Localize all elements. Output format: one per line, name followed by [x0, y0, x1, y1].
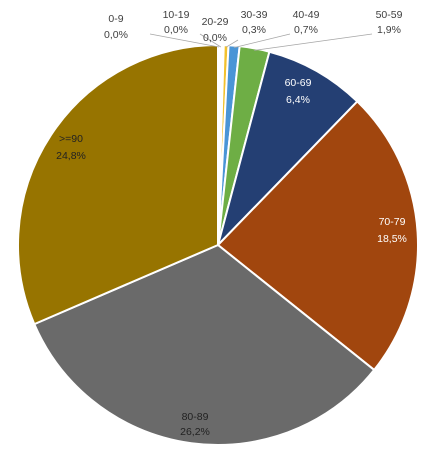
slice-category-label: >=90 [59, 133, 83, 145]
leader-line-40-49 [233, 33, 291, 49]
slice-category-label: 80-89 [182, 411, 209, 423]
pie-slice-60-69 [217, 50, 359, 246]
slice-category-label: 60-69 [285, 77, 312, 89]
slice-percent-label: 0,0% [164, 24, 188, 36]
slice-percent-label: 18,5% [377, 233, 407, 245]
leader-line-10-19 [199, 33, 222, 48]
slice-category-label: 30-39 [241, 9, 268, 21]
leader-line-50-59 [254, 33, 373, 51]
slice-percent-label: 0,7% [294, 24, 318, 36]
slice-category-label: 20-29 [202, 16, 229, 28]
leader-lines [149, 33, 373, 51]
slice-category-label: 40-49 [293, 9, 320, 21]
leader-line-30-39 [225, 39, 239, 48]
slice-category-label: 50-59 [376, 9, 403, 21]
slice-percent-label: 6,4% [286, 94, 310, 106]
pie-slice-70-79 [217, 100, 419, 371]
slice-percent-label: 0,0% [203, 32, 227, 44]
slice-percent-label: 0,0% [104, 29, 128, 41]
slice-category-label: 0-9 [108, 13, 123, 25]
pie-slice-80-89 [33, 244, 376, 446]
slice-percent-label: 1,9% [377, 24, 401, 36]
pie-slices [17, 43, 419, 446]
pie-slice-gte-90 [17, 44, 219, 326]
leader-line-0-9 [149, 33, 220, 48]
slice-category-label: 10-19 [163, 9, 190, 21]
slice-percent-label: 26,2% [180, 426, 210, 438]
slice-percent-label: 24,8% [56, 150, 86, 162]
data-labels: 0-9 0,0% 10-19 0,0% 20-29 0,0% 30-39 0,3% 40-49 0… [56, 9, 407, 438]
slice-percent-label: 0,3% [242, 24, 266, 36]
slice-category-label: 70-79 [379, 216, 406, 228]
